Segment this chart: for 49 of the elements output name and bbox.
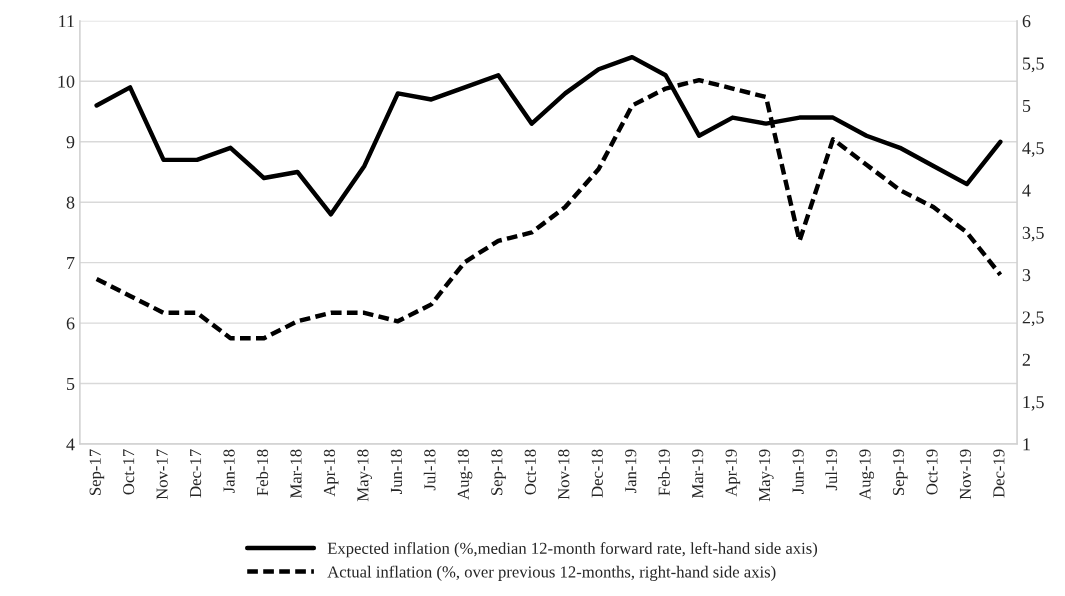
x-tick-label: Feb-19 <box>658 449 670 496</box>
y2-tick-label: 2 <box>1022 353 1030 366</box>
x-tick-label: Jul-19 <box>825 449 838 491</box>
y-tick-label: 4 <box>66 438 75 451</box>
x-tick-label: Aug-18 <box>457 449 473 500</box>
x-tick-label: Feb-18 <box>256 449 269 496</box>
y-tick-label: 8 <box>66 196 75 209</box>
x-tick-label: Jun-18 <box>390 449 403 494</box>
x-tick-label: Aug-19 <box>859 449 875 500</box>
x-tick-label: Sep-17 <box>89 449 105 495</box>
y2-tick-label: 5,5 <box>1022 57 1044 73</box>
x-tick-label: Dec-18 <box>591 449 603 498</box>
legend-label: Actual inflation (%, over previous 12-months, right-hand side axis) <box>327 565 776 581</box>
y2-tick-label: 3 <box>1022 269 1031 282</box>
y2-tick-label: 1,5 <box>1023 396 1044 411</box>
y2-tick-label: 1 <box>1023 438 1030 451</box>
y2-tick-label: 4,5 <box>1022 142 1044 157</box>
y-tick-label: 10 <box>58 75 75 88</box>
y2-tick-label: 5 <box>1022 99 1031 112</box>
x-tick-label: Jan-18 <box>223 449 235 493</box>
x-tick-label: Oct-19 <box>926 449 938 495</box>
y2-tick-label: 2,5 <box>1022 311 1044 327</box>
y-tick-label: 6 <box>66 317 75 330</box>
x-tick-label: May-18 <box>357 449 372 502</box>
x-tick-label: Nov-19 <box>959 449 972 500</box>
x-tick-label: Jul-18 <box>423 449 436 491</box>
y-tick-label: 5 <box>67 378 75 391</box>
x-tick-label: Nov-17 <box>156 449 168 500</box>
y-tick-label: 11 <box>59 15 74 28</box>
x-tick-label: Jun-19 <box>792 449 804 494</box>
x-tick-label: Sep-18 <box>491 449 506 495</box>
legend-label: Expected inflation (%,median 12-month forward rate, left-hand side axis) <box>327 542 818 558</box>
y2-tick-label: 6 <box>1022 15 1031 28</box>
y-tick-label: 9 <box>66 136 75 149</box>
x-tick-label: Nov-18 <box>558 449 570 500</box>
y-tick-label: 7 <box>67 257 75 269</box>
y2-tick-label: 4 <box>1022 184 1031 197</box>
x-tick-label: Dec-19 <box>993 449 1005 498</box>
y2-tick-label: 3,5 <box>1022 226 1044 242</box>
x-tick-label: Mar-18 <box>290 449 302 499</box>
x-tick-label: Oct-18 <box>524 449 536 495</box>
x-tick-label: May-19 <box>758 449 774 502</box>
x-tick-label: Jan-19 <box>625 449 637 493</box>
x-tick-label: Sep-19 <box>892 449 908 495</box>
x-tick-label: Apr-19 <box>725 449 741 497</box>
x-tick-label: Oct-17 <box>123 449 135 495</box>
x-tick-label: Apr-18 <box>323 449 339 497</box>
x-tick-label: Mar-19 <box>692 449 704 499</box>
x-tick-label: Dec-17 <box>190 449 202 498</box>
